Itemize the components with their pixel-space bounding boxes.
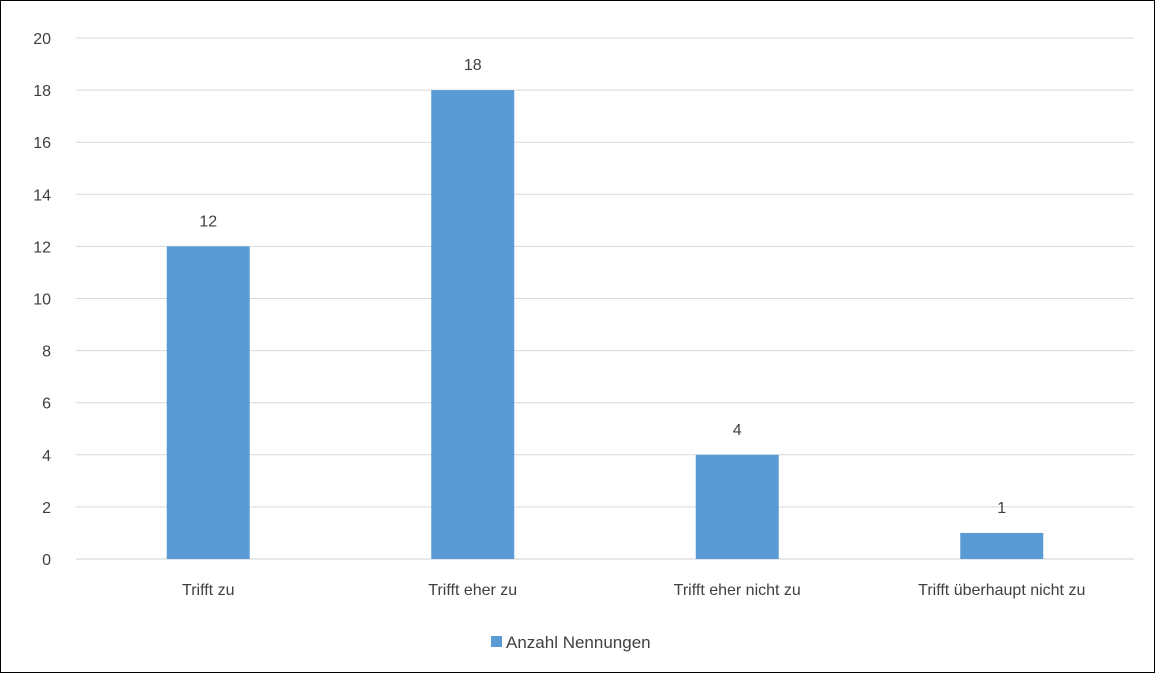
bar xyxy=(960,532,1044,559)
x-tick-label: Trifft eher nicht zu xyxy=(674,582,801,599)
bars xyxy=(166,90,1044,559)
bar xyxy=(695,454,779,559)
y-tick-label: 12 xyxy=(33,239,51,256)
data-label: 1 xyxy=(997,500,1006,517)
y-tick-label: 8 xyxy=(42,344,51,361)
y-axis-tick-labels: 0 2 4 6 8 10 12 14 16 18 20 xyxy=(33,31,51,569)
y-tick-label: 18 xyxy=(33,83,51,100)
data-label: 18 xyxy=(464,57,482,74)
bar xyxy=(431,90,515,559)
y-tick-label: 0 xyxy=(42,552,51,569)
x-tick-label: Trifft eher zu xyxy=(428,582,517,599)
y-tick-label: 16 xyxy=(33,135,51,152)
y-tick-label: 10 xyxy=(33,292,51,309)
y-tick-label: 2 xyxy=(42,500,51,517)
data-labels: 12 18 4 1 xyxy=(199,57,1006,517)
data-label: 4 xyxy=(733,422,742,439)
legend: Anzahl Nennungen xyxy=(491,633,651,652)
bar xyxy=(166,246,250,559)
gridlines xyxy=(76,37,1134,560)
x-axis-tick-labels: Trifft zu Trifft eher zu Trifft eher nicht… xyxy=(182,582,1085,599)
x-tick-label: Trifft zu xyxy=(182,582,234,599)
y-tick-label: 14 xyxy=(33,187,51,204)
data-label: 12 xyxy=(199,213,217,230)
y-tick-label: 6 xyxy=(42,396,51,413)
legend-swatch xyxy=(491,636,502,647)
legend-label: Anzahl Nennungen xyxy=(506,633,651,652)
y-tick-label: 4 xyxy=(42,448,51,465)
x-tick-label: Trifft überhaupt nicht zu xyxy=(918,582,1085,599)
y-tick-label: 20 xyxy=(33,31,51,48)
